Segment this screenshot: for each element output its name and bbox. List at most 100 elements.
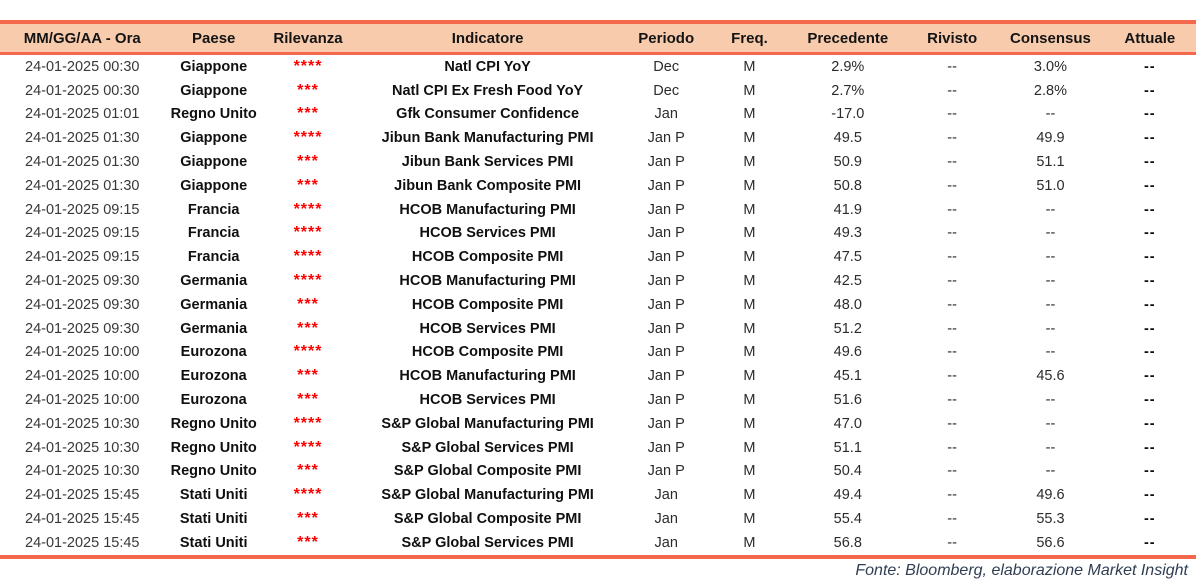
cell-previous: 47.0 — [833, 415, 862, 432]
cell-revised: -- — [947, 344, 957, 361]
cell-period: Jan P — [647, 463, 685, 480]
table-row: 24-01-2025 00:30 Giappone **** Natl CPI YoY… — [0, 54, 1196, 79]
cell-relevance: *** — [297, 81, 319, 99]
column-header-relevance: Rilevanza — [262, 22, 354, 55]
cell-indicator: Natl CPI Ex Fresh Food YoY — [392, 82, 584, 99]
cell-actual: -- — [1143, 225, 1156, 242]
cell-revised: -- — [947, 463, 957, 480]
cell-revised: -- — [947, 534, 957, 551]
cell-period: Jan P — [647, 154, 685, 171]
cell-datetime: 24-01-2025 01:30 — [25, 130, 140, 147]
cell-period: Jan P — [647, 415, 685, 432]
cell-relevance: *** — [297, 533, 319, 551]
cell-datetime: 24-01-2025 15:45 — [25, 487, 140, 504]
cell-period: Jan P — [647, 249, 685, 266]
cell-datetime: 24-01-2025 10:30 — [25, 463, 140, 480]
table-row: 24-01-2025 01:30 Giappone *** Jibun Bank Se… — [0, 150, 1196, 174]
cell-period: Jan — [654, 534, 678, 551]
cell-actual: -- — [1143, 130, 1156, 147]
cell-revised: -- — [947, 106, 957, 123]
table-row: 24-01-2025 01:30 Giappone **** Jibun Bank M… — [0, 126, 1196, 150]
cell-consensus: -- — [1045, 463, 1056, 480]
cell-datetime: 24-01-2025 00:30 — [25, 82, 140, 99]
cell-period: Jan P — [647, 320, 685, 337]
cell-revised: -- — [947, 320, 957, 337]
cell-indicator: Natl CPI YoY — [444, 58, 531, 75]
cell-actual: -- — [1143, 439, 1156, 456]
cell-indicator: HCOB Manufacturing PMI — [399, 201, 576, 218]
cell-freq: M — [743, 511, 756, 528]
cell-revised: -- — [947, 415, 957, 432]
cell-actual: -- — [1143, 58, 1156, 75]
cell-datetime: 24-01-2025 10:30 — [25, 439, 140, 456]
cell-freq: M — [743, 296, 756, 313]
cell-revised: -- — [947, 392, 957, 409]
cell-consensus: -- — [1045, 249, 1056, 266]
cell-relevance: **** — [293, 57, 323, 75]
cell-actual: -- — [1143, 273, 1156, 290]
cell-consensus: 55.3 — [1036, 511, 1065, 528]
cell-country: Giappone — [180, 130, 248, 147]
cell-consensus: -- — [1045, 392, 1056, 409]
cell-period: Jan — [654, 511, 678, 528]
table-row: 24-01-2025 10:30 Regno Unito **** S&P Globa… — [0, 436, 1196, 460]
table-row: 24-01-2025 10:30 Regno Unito **** S&P Globa… — [0, 412, 1196, 436]
cell-actual: -- — [1143, 368, 1156, 385]
cell-period: Dec — [653, 58, 680, 75]
cell-indicator: Jibun Bank Composite PMI — [394, 177, 582, 194]
column-header-revised: Rivisto — [906, 22, 998, 55]
table-row: 24-01-2025 10:00 Eurozona *** HCOB Services… — [0, 388, 1196, 412]
cell-country: Giappone — [180, 58, 248, 75]
cell-indicator: S&P Global Composite PMI — [393, 511, 582, 528]
cell-period: Jan P — [647, 392, 685, 409]
cell-country: Germania — [180, 296, 248, 313]
cell-previous: 2.7% — [831, 82, 865, 99]
calendar-header-row: MM/GG/AA - Ora Paese Rilevanza Indicatore Pe… — [0, 22, 1196, 55]
cell-datetime: 24-01-2025 10:00 — [25, 368, 140, 385]
cell-country: Giappone — [180, 82, 248, 99]
cell-indicator: HCOB Services PMI — [419, 320, 556, 337]
cell-datetime: 24-01-2025 15:45 — [25, 511, 140, 528]
cell-relevance: **** — [293, 438, 323, 456]
cell-previous: 2.9% — [831, 58, 865, 75]
cell-actual: -- — [1143, 463, 1156, 480]
cell-previous: 56.8 — [833, 534, 862, 551]
cell-previous: 51.6 — [833, 392, 862, 409]
cell-freq: M — [743, 415, 756, 432]
cell-relevance: *** — [297, 319, 319, 337]
cell-indicator: HCOB Composite PMI — [411, 344, 564, 361]
cell-relevance: **** — [293, 129, 323, 147]
column-header-previous: Precedente — [788, 22, 907, 55]
cell-country: Eurozona — [180, 344, 247, 361]
cell-consensus: 51.0 — [1036, 177, 1065, 194]
cell-indicator: HCOB Services PMI — [419, 225, 556, 242]
cell-freq: M — [743, 344, 756, 361]
cell-previous: 49.3 — [833, 225, 862, 242]
table-row: 24-01-2025 10:00 Eurozona **** HCOB Composi… — [0, 341, 1196, 365]
cell-consensus: 45.6 — [1036, 368, 1065, 385]
cell-previous: 49.4 — [833, 487, 862, 504]
cell-country: Germania — [180, 320, 248, 337]
cell-actual: -- — [1143, 82, 1156, 99]
cell-actual: -- — [1143, 154, 1156, 171]
cell-previous: 51.2 — [833, 320, 862, 337]
cell-period: Jan P — [647, 368, 685, 385]
cell-revised: -- — [947, 177, 957, 194]
column-header-country: Paese — [164, 22, 263, 55]
table-row: 24-01-2025 09:30 Germania *** HCOB Services… — [0, 317, 1196, 341]
cell-actual: -- — [1143, 320, 1156, 337]
cell-previous: -17.0 — [831, 106, 865, 123]
cell-revised: -- — [947, 487, 957, 504]
cell-datetime: 24-01-2025 01:30 — [25, 154, 140, 171]
table-row: 24-01-2025 15:45 Stati Uniti *** S&P Global… — [0, 507, 1196, 531]
cell-indicator: S&P Global Services PMI — [401, 439, 574, 456]
cell-period: Jan P — [647, 201, 685, 218]
cell-actual: -- — [1143, 344, 1156, 361]
cell-relevance: **** — [293, 486, 323, 504]
cell-freq: M — [743, 201, 756, 218]
cell-freq: M — [743, 225, 756, 242]
cell-indicator: Jibun Bank Services PMI — [401, 154, 574, 171]
cell-consensus: -- — [1045, 273, 1056, 290]
column-header-indicator: Indicatore — [353, 22, 623, 55]
